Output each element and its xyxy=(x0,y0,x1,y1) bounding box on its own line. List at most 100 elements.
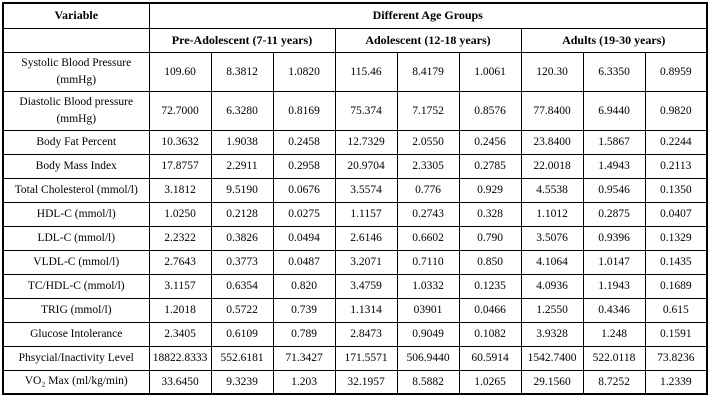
variable-label: LDL-C (mmol/l) xyxy=(2,225,150,251)
value-cell: 0.929 xyxy=(458,177,522,203)
value-cell: 77.8400 xyxy=(520,90,584,131)
value-cell: 1.1314 xyxy=(334,297,398,323)
value-cell: 0.2958 xyxy=(272,153,336,179)
value-cell: 3.4759 xyxy=(334,273,398,299)
value-cell: 1.9038 xyxy=(210,129,274,155)
value-cell: 73.8236 xyxy=(644,345,708,371)
table-body: Systolic Blood Pressure (mmHg) 109.60 8.38… xyxy=(2,51,708,395)
value-cell: 1.0265 xyxy=(458,369,522,395)
value-cell: 0.820 xyxy=(272,273,336,299)
age-groups-header: Different Age Groups xyxy=(148,2,708,29)
value-cell: 23.8400 xyxy=(520,129,584,155)
value-cell: 1.0250 xyxy=(148,201,212,227)
value-cell: 522.0118 xyxy=(582,345,646,371)
value-cell: 32.1957 xyxy=(334,369,398,395)
value-cell: 109.60 xyxy=(148,51,212,92)
header-row-groups: Pre-Adolescent (7-11 years) Adolescent (… xyxy=(2,27,708,53)
value-cell: 0.3773 xyxy=(210,249,274,275)
value-cell: 0.2456 xyxy=(458,129,522,155)
value-cell: 3.2071 xyxy=(334,249,398,275)
variable-label: Total Cholesterol (mmol/l) xyxy=(2,177,150,203)
value-cell: 0.1350 xyxy=(644,177,708,203)
header-row-main: Variable Different Age Groups xyxy=(2,2,708,29)
value-cell: 2.8473 xyxy=(334,321,398,347)
value-cell: 506.9440 xyxy=(396,345,460,371)
table-row: Body Fat Percent 10.3632 1.9038 0.2458 12.73… xyxy=(2,129,708,155)
value-cell: 0.8959 xyxy=(644,51,708,92)
table-row: Phsycial/Inactivity Level 18822.8333 552.6… xyxy=(2,345,708,371)
value-cell: 2.3305 xyxy=(396,153,460,179)
value-cell: 03901 xyxy=(396,297,460,323)
value-cell: 9.3239 xyxy=(210,369,274,395)
value-cell: 0.6602 xyxy=(396,225,460,251)
value-cell: 0.8576 xyxy=(458,90,522,131)
table-row: Glucose Intolerance 2.3405 0.6109 0.789 2.84… xyxy=(2,321,708,347)
value-cell: 0.2244 xyxy=(644,129,708,155)
value-cell: 71.3427 xyxy=(272,345,336,371)
value-cell: 0.6109 xyxy=(210,321,274,347)
value-cell: 1.1943 xyxy=(582,273,646,299)
value-cell: 0.1435 xyxy=(644,249,708,275)
value-cell: 8.4179 xyxy=(396,51,460,92)
value-cell: 20.9704 xyxy=(334,153,398,179)
variable-label: Body Fat Percent xyxy=(2,129,150,155)
value-cell: 12.7329 xyxy=(334,129,398,155)
value-cell: 0.850 xyxy=(458,249,522,275)
variable-label: VLDL-C (mmol/l) xyxy=(2,249,150,275)
value-cell: 1.0061 xyxy=(458,51,522,92)
value-cell: 10.3632 xyxy=(148,129,212,155)
value-cell: 2.2911 xyxy=(210,153,274,179)
value-cell: 6.3280 xyxy=(210,90,274,131)
value-cell: 0.776 xyxy=(396,177,460,203)
value-cell: 60.5914 xyxy=(458,345,522,371)
value-cell: 3.9328 xyxy=(520,321,584,347)
value-cell: 33.6450 xyxy=(148,369,212,395)
value-cell: 0.790 xyxy=(458,225,522,251)
table-row: LDL-C (mmol/l) 2.2322 0.3826 0.0494 2.6146 0.… xyxy=(2,225,708,251)
table-row: VLDL-C (mmol/l) 2.7643 0.3773 0.0487 3.2071 0… xyxy=(2,249,708,275)
value-cell: 1.2550 xyxy=(520,297,584,323)
value-cell: 0.2128 xyxy=(210,201,274,227)
value-cell: 0.0275 xyxy=(272,201,336,227)
group-header-adolescent: Adolescent (12-18 years) xyxy=(334,27,522,53)
value-cell: 2.0550 xyxy=(396,129,460,155)
value-cell: 17.8757 xyxy=(148,153,212,179)
value-cell: 0.2785 xyxy=(458,153,522,179)
value-cell: 1.4943 xyxy=(582,153,646,179)
value-cell: 0.2113 xyxy=(644,153,708,179)
variable-label: TRIG (mmol/l) xyxy=(2,297,150,323)
variable-label: VO₂ Max (ml/kg/min) xyxy=(2,369,150,395)
value-cell: 0.328 xyxy=(458,201,522,227)
value-cell: 171.5571 xyxy=(334,345,398,371)
value-cell: 0.789 xyxy=(272,321,336,347)
value-cell: 29.1560 xyxy=(520,369,584,395)
value-cell: 3.1812 xyxy=(148,177,212,203)
value-cell: 0.615 xyxy=(644,297,708,323)
value-cell: 0.9820 xyxy=(644,90,708,131)
value-cell: 0.0676 xyxy=(272,177,336,203)
value-cell: 0.4346 xyxy=(582,297,646,323)
value-cell: 120.30 xyxy=(520,51,584,92)
value-cell: 0.3826 xyxy=(210,225,274,251)
value-cell: 3.5076 xyxy=(520,225,584,251)
value-cell: 0.739 xyxy=(272,297,336,323)
value-cell: 1.203 xyxy=(272,369,336,395)
value-cell: 0.6354 xyxy=(210,273,274,299)
value-cell: 0.0494 xyxy=(272,225,336,251)
value-cell: 7.1752 xyxy=(396,90,460,131)
value-cell: 1542.7400 xyxy=(520,345,584,371)
value-cell: 0.8169 xyxy=(272,90,336,131)
value-cell: 9.5190 xyxy=(210,177,274,203)
value-cell: 2.2322 xyxy=(148,225,212,251)
value-cell: 3.1157 xyxy=(148,273,212,299)
variable-label: Diastolic Blood pressure (mmHg) xyxy=(2,90,150,131)
value-cell: 75.374 xyxy=(334,90,398,131)
value-cell: 0.5722 xyxy=(210,297,274,323)
value-cell: 3.5574 xyxy=(334,177,398,203)
value-cell: 0.2743 xyxy=(396,201,460,227)
value-cell: 8.7252 xyxy=(582,369,646,395)
table-row: HDL-C (mmol/l) 1.0250 0.2128 0.0275 1.1157 0.… xyxy=(2,201,708,227)
value-cell: 0.0466 xyxy=(458,297,522,323)
value-cell: 4.5538 xyxy=(520,177,584,203)
